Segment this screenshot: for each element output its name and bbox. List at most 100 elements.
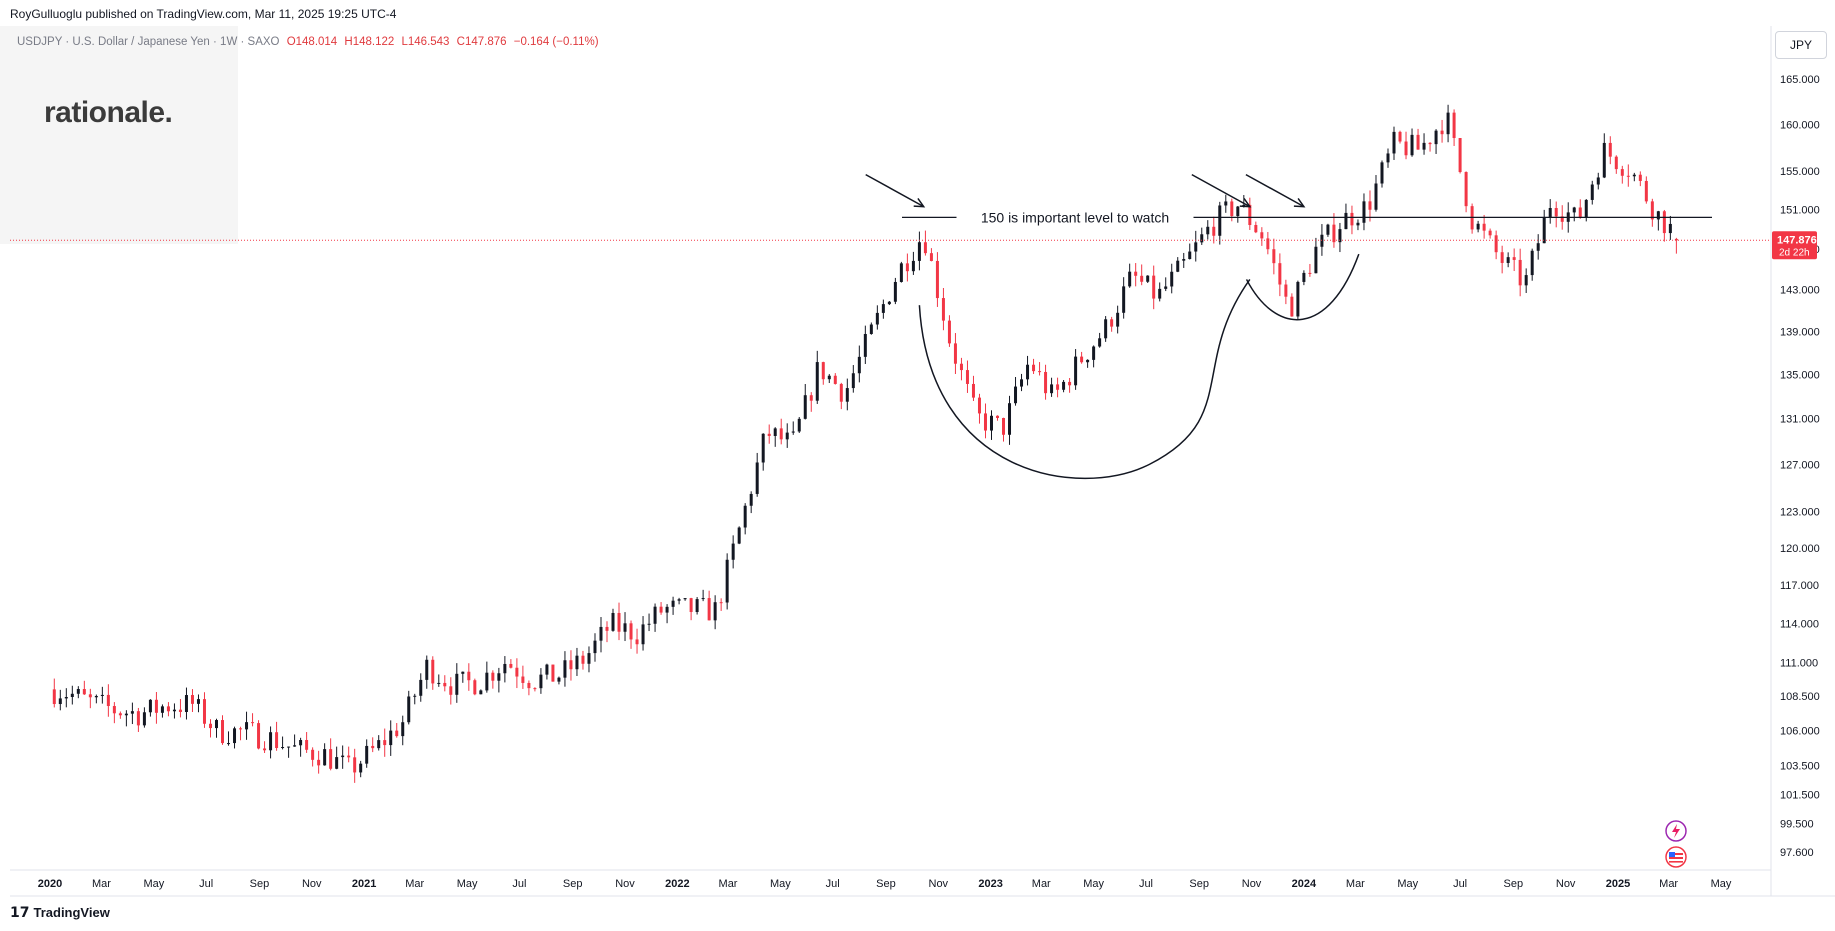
time-tick-label: May: [457, 878, 478, 890]
candle-body: [1356, 222, 1360, 226]
candle-body: [1182, 259, 1186, 261]
candle-body: [401, 722, 405, 737]
candle-body: [1134, 271, 1138, 276]
candle-body: [677, 599, 681, 601]
candle-body: [142, 712, 146, 726]
candle-body: [1254, 225, 1258, 233]
price-tick-label: 143.000: [1780, 285, 1820, 297]
candle-body: [533, 688, 537, 690]
candle-body: [413, 695, 417, 697]
time-tick-label: Sep: [1189, 878, 1209, 890]
candle-body: [455, 673, 459, 695]
price-tick-label: 101.500: [1780, 789, 1820, 801]
candle-body: [941, 298, 945, 321]
current-price-tag: 147.876 2d 22h: [1772, 231, 1817, 260]
candle-body: [1596, 177, 1600, 185]
candle-body: [1026, 364, 1030, 380]
candle-body: [881, 304, 885, 313]
candle-body: [251, 722, 255, 724]
candle-body: [1560, 216, 1564, 222]
candle-body: [1074, 356, 1078, 386]
candle-body: [893, 281, 897, 302]
legend-symbol: USDJPY · U.S. Dollar / Japanese Yen · 1W…: [17, 36, 280, 48]
candle-body: [1038, 371, 1042, 373]
candle-body: [665, 606, 669, 613]
candle-body: [1638, 174, 1642, 181]
price-tag-value: 147.876: [1777, 234, 1817, 246]
candle-body: [124, 713, 128, 716]
candle-body: [371, 745, 375, 749]
time-tick-label: Mar: [92, 878, 111, 890]
candle-body: [1368, 201, 1372, 210]
time-tick-label: May: [143, 878, 164, 890]
candle-body: [94, 695, 98, 698]
candle-body: [875, 312, 879, 325]
price-tick-label: 111.000: [1780, 658, 1818, 670]
candle-body: [977, 397, 981, 414]
candle-body: [1614, 156, 1618, 170]
legend-low: L146.543: [401, 36, 450, 48]
time-tick-label: Jul: [826, 878, 840, 890]
candle-body: [269, 732, 273, 751]
candle-body: [1590, 184, 1594, 200]
price-tag-countdown: 2d 22h: [1779, 247, 1810, 258]
candle-body: [803, 395, 807, 419]
publisher-credit: RoyGulluoglu published on TradingView.co…: [10, 7, 397, 21]
candle-body: [599, 626, 603, 641]
candle-body: [100, 694, 104, 696]
candle-body: [545, 664, 549, 675]
tradingview-logo-icon: 𝟭𝟳: [10, 904, 30, 920]
candle-body: [257, 723, 261, 749]
candle-body: [1260, 232, 1264, 239]
candle-body: [1344, 212, 1348, 230]
time-tick-label: 2024: [1292, 878, 1317, 890]
price-tick-label: 108.500: [1780, 691, 1820, 703]
candle-body: [965, 370, 969, 384]
price-axis[interactable]: 165.000160.000155.000151.000147.000143.0…: [1780, 74, 1820, 859]
price-tick-label: 131.000: [1780, 414, 1820, 426]
us-flag-icon[interactable]: [1665, 846, 1687, 868]
footer-logo[interactable]: 𝟭𝟳 TradingView: [10, 904, 110, 921]
time-tick-label: Sep: [563, 878, 583, 890]
candle-body: [1542, 217, 1546, 244]
candle-body: [767, 433, 771, 436]
candle-body: [1002, 417, 1006, 435]
candle-body: [731, 543, 735, 560]
candle-body: [1194, 242, 1198, 252]
lightning-icon[interactable]: [1665, 820, 1687, 842]
time-tick-label: Mar: [719, 878, 738, 890]
time-tick-label: Mar: [1346, 878, 1365, 890]
candle-body: [1068, 381, 1072, 386]
candle-body: [347, 755, 351, 758]
candle-body: [1200, 234, 1204, 243]
candle-body: [611, 612, 615, 631]
candle-body: [996, 415, 1000, 418]
candle-body: [743, 505, 747, 528]
time-tick-label: Jul: [512, 878, 526, 890]
price-tick-label: 103.500: [1780, 761, 1820, 773]
candle-body: [647, 623, 651, 625]
candle-body: [1188, 251, 1192, 260]
candle-body: [707, 598, 711, 621]
candle-body: [190, 695, 194, 704]
candle-body: [1500, 252, 1504, 263]
candle-body: [166, 706, 170, 712]
legend-change: −0.164 (−0.11%): [513, 36, 599, 48]
pointer-arrow: [1191, 173, 1251, 208]
candle-body: [1332, 224, 1336, 243]
candle-body: [821, 362, 825, 380]
candle-body: [1176, 260, 1180, 272]
candle-body: [605, 626, 609, 631]
candle-body: [917, 242, 921, 261]
time-axis[interactable]: 2020 Mar May Jul Sep Nov 2021 Mar May Jul Sep Nov 20…: [38, 878, 1732, 890]
price-tick-label: 160.000: [1780, 119, 1820, 131]
candle-body: [503, 663, 507, 674]
candle-body: [335, 757, 339, 769]
candle-body: [1152, 275, 1156, 299]
candle-body: [1548, 208, 1552, 218]
time-tick-label: Nov: [929, 878, 949, 890]
candle-body: [827, 375, 831, 380]
currency-button[interactable]: JPY: [1775, 31, 1827, 59]
candle-body: [551, 664, 555, 682]
